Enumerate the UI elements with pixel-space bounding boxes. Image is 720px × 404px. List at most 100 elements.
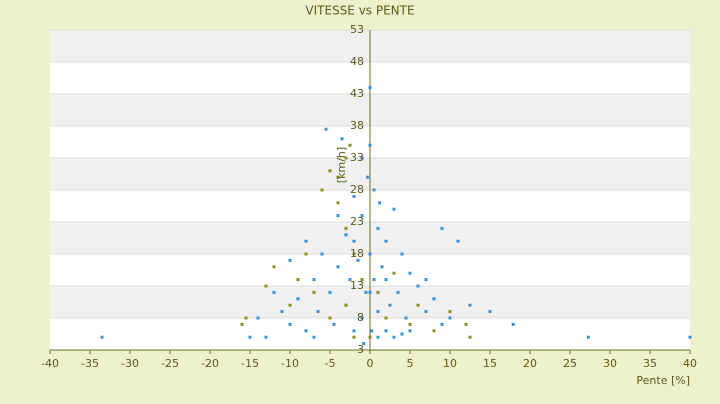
point	[344, 233, 348, 237]
point	[272, 290, 276, 294]
point	[328, 290, 332, 294]
x-tick-label: 5	[407, 357, 414, 370]
point	[416, 284, 420, 288]
point	[324, 127, 328, 131]
point	[296, 278, 300, 282]
point	[312, 290, 316, 294]
x-tick-label: 15	[483, 357, 497, 370]
point	[376, 226, 380, 230]
point	[304, 239, 308, 243]
point	[366, 175, 370, 179]
point	[378, 201, 382, 205]
point	[388, 303, 392, 307]
point	[362, 342, 366, 346]
point	[416, 303, 420, 307]
point	[384, 239, 388, 243]
y-tick-label: 33	[350, 151, 364, 164]
x-tick-label: 35	[643, 357, 657, 370]
x-tick-label: 25	[563, 357, 577, 370]
x-tick-label: -30	[121, 357, 139, 370]
point	[316, 310, 320, 314]
point	[352, 335, 356, 339]
y-axis-title: [km/h]	[335, 147, 348, 183]
point	[586, 335, 590, 339]
point	[432, 297, 436, 301]
point	[288, 258, 292, 262]
point	[372, 188, 376, 192]
point	[328, 169, 332, 173]
point	[100, 335, 104, 339]
point	[352, 194, 356, 198]
point	[244, 316, 248, 320]
point	[304, 252, 308, 256]
x-tick-label: 10	[443, 357, 457, 370]
point	[320, 252, 324, 256]
point	[352, 329, 356, 333]
point	[488, 310, 492, 314]
point	[348, 278, 352, 282]
point	[340, 137, 344, 141]
y-tick-label: 23	[350, 215, 364, 228]
x-axis-title: Pente [%]	[636, 374, 690, 387]
point	[348, 143, 352, 147]
x-tick-label: -25	[161, 357, 179, 370]
point	[332, 322, 336, 326]
point	[368, 143, 372, 147]
y-tick-label: 53	[350, 23, 364, 36]
point	[448, 310, 452, 314]
point	[380, 265, 384, 269]
point	[328, 316, 332, 320]
point	[272, 265, 276, 269]
point	[256, 316, 260, 320]
point	[336, 201, 340, 205]
point	[368, 252, 372, 256]
point	[372, 278, 376, 282]
point	[320, 188, 324, 192]
point	[360, 278, 364, 282]
point	[448, 316, 452, 320]
y-tick-label: 3	[357, 343, 364, 356]
point	[408, 329, 412, 333]
y-tick-label: 38	[350, 119, 364, 132]
x-tick-label: -5	[325, 357, 336, 370]
point	[360, 156, 364, 160]
point	[264, 335, 268, 339]
point	[400, 252, 404, 256]
y-tick-label: 48	[350, 55, 364, 68]
point	[264, 284, 268, 288]
point	[336, 214, 340, 218]
x-tick-label: 30	[603, 357, 617, 370]
point	[312, 278, 316, 282]
point	[344, 303, 348, 307]
point	[352, 239, 356, 243]
point	[384, 329, 388, 333]
point	[360, 316, 364, 320]
x-tick-label: -10	[281, 357, 299, 370]
point	[376, 310, 380, 314]
point	[344, 226, 348, 230]
point	[424, 310, 428, 314]
point	[400, 332, 404, 336]
x-tick-label: 0	[367, 357, 374, 370]
chart-title: VITESSE vs PENTE	[305, 4, 414, 18]
point	[432, 329, 436, 333]
point	[464, 322, 468, 326]
point	[352, 252, 356, 256]
point	[511, 322, 515, 326]
x-tick-label: -40	[41, 357, 59, 370]
point	[408, 322, 412, 326]
point	[688, 335, 692, 339]
point	[336, 265, 340, 269]
point	[248, 335, 252, 339]
point	[392, 271, 396, 275]
point	[468, 303, 472, 307]
x-tick-label: -35	[81, 357, 99, 370]
point	[376, 335, 380, 339]
point	[288, 303, 292, 307]
point	[360, 214, 364, 218]
point	[336, 175, 340, 179]
point	[304, 329, 308, 333]
point	[424, 278, 428, 282]
point	[392, 335, 396, 339]
